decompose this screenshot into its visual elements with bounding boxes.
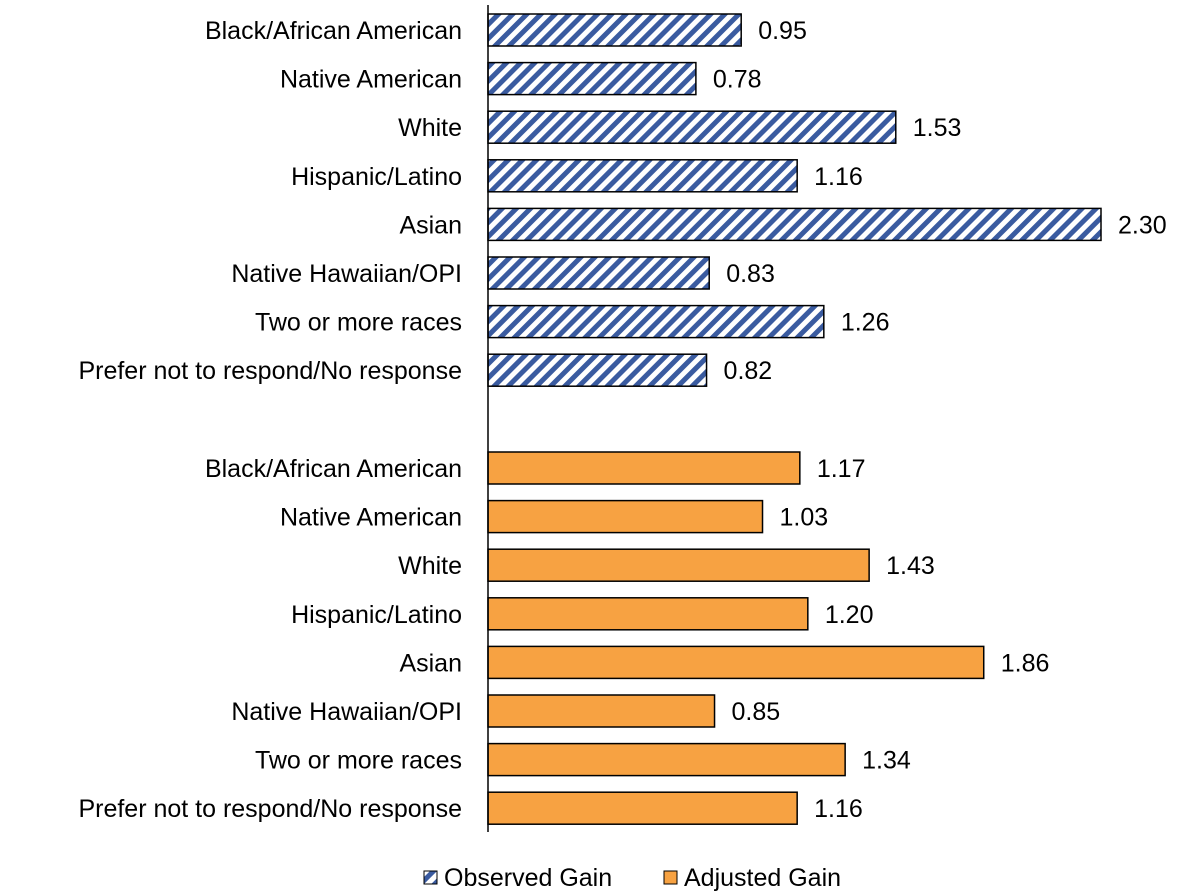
category-label: Asian [399, 211, 462, 239]
bars-group [487, 13, 1102, 825]
category-label: Two or more races [255, 747, 462, 775]
bar-adjusted-gain-white [487, 548, 870, 582]
legend-label-adjusted-gain: Adjusted Gain [684, 864, 841, 892]
legend-label-observed-gain: Observed Gain [444, 864, 612, 892]
value-label: 0.95 [758, 17, 807, 45]
value-label: 1.17 [817, 455, 866, 483]
value-label: 1.16 [814, 795, 863, 823]
value-label: 0.78 [713, 66, 762, 94]
category-label: Native American [280, 66, 462, 94]
category-label: Prefer not to respond/No response [78, 357, 462, 385]
bar-observed-gain-two-or-more-races [487, 304, 825, 339]
bar-adjusted-gain-native-american [487, 499, 764, 534]
bar-adjusted-gain-native-hawaiian-opi [487, 694, 716, 728]
bar-observed-gain-black-african-american [487, 13, 742, 47]
value-label: 1.26 [841, 309, 890, 337]
category-label: Black/African American [205, 455, 462, 483]
value-label: 0.82 [724, 357, 773, 385]
bar-adjusted-gain-prefer-not-to-respond-no-response [487, 791, 798, 825]
bar-observed-gain-white [487, 110, 897, 144]
legend: Observed Gain Adjusted Gain [423, 864, 841, 892]
value-label: 1.20 [825, 601, 874, 629]
value-label: 1.34 [862, 747, 911, 775]
category-labels: Black/African American Native American Whi… [78, 17, 462, 823]
legend-swatch-adjusted-gain [663, 870, 678, 885]
value-label: 1.43 [886, 552, 935, 580]
value-label: 1.53 [913, 114, 962, 142]
category-label: Black/African American [205, 17, 462, 45]
category-label: Prefer not to respond/No response [78, 795, 462, 823]
bar-observed-gain-prefer-not-to-respond-no-response [487, 353, 708, 387]
category-label: Hispanic/Latino [291, 163, 462, 191]
category-label: Two or more races [255, 309, 462, 337]
bar-adjusted-gain-asian [487, 645, 985, 680]
value-label: 1.16 [814, 163, 863, 191]
value-label: 2.30 [1118, 211, 1167, 239]
value-label: 1.86 [1001, 649, 1050, 677]
category-label: White [398, 114, 462, 142]
bar-adjusted-gain-hispanic-latino [487, 597, 809, 631]
value-label: 1.03 [780, 504, 829, 532]
bar-observed-gain-native-hawaiian-opi [487, 256, 710, 290]
category-label: Native Hawaiian/OPI [231, 698, 462, 726]
bar-observed-gain-hispanic-latino [487, 159, 798, 193]
category-label: Native American [280, 504, 462, 532]
category-label: White [398, 552, 462, 580]
value-label: 0.83 [726, 260, 775, 288]
bar-adjusted-gain-black-african-american [487, 451, 801, 485]
category-label: Asian [399, 649, 462, 677]
bar-adjusted-gain-two-or-more-races [487, 742, 846, 777]
category-label: Native Hawaiian/OPI [231, 260, 462, 288]
category-label: Hispanic/Latino [291, 601, 462, 629]
value-labels: 0.95 0.78 1.53 1.16 2.30 0.83 1.26 0.82 1.17 1.03… [713, 17, 1167, 823]
legend-swatch-observed-gain [423, 870, 438, 885]
value-label: 0.85 [732, 698, 781, 726]
bar-observed-gain-asian [487, 207, 1102, 242]
bar-observed-gain-native-american [487, 61, 697, 96]
